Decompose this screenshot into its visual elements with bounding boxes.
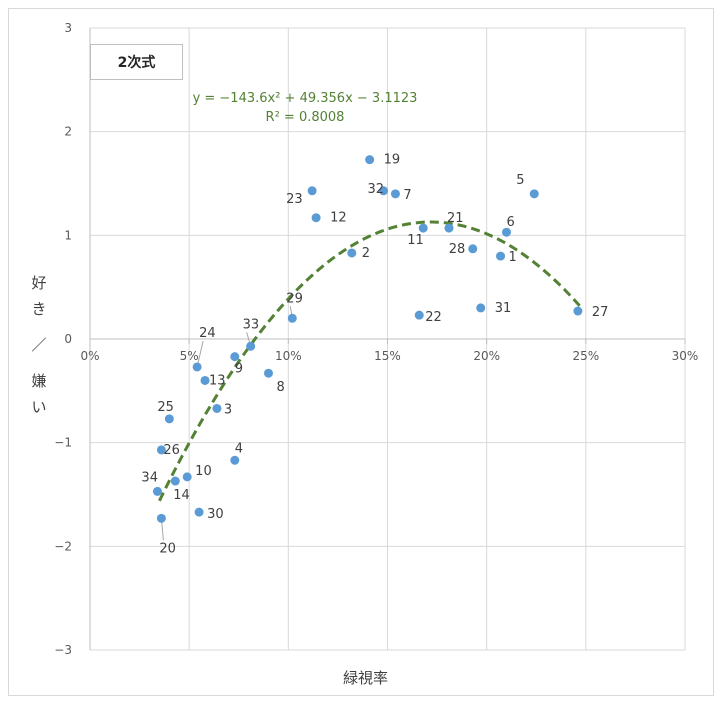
data-point	[156, 513, 166, 523]
data-label: 8	[277, 380, 285, 395]
y-axis-title-char: ／	[31, 336, 47, 354]
x-axis-title: 緑視率	[343, 669, 388, 687]
x-tick-label: 30%	[672, 349, 699, 363]
data-point	[365, 155, 375, 165]
y-tick-label: 1	[64, 228, 72, 242]
data-point	[307, 186, 317, 196]
leader-lines	[160, 306, 293, 541]
data-label: 10	[195, 464, 212, 479]
data-point	[152, 486, 162, 496]
data-label: 26	[163, 443, 180, 458]
data-point	[246, 341, 256, 351]
data-label: 24	[199, 326, 216, 341]
data-label: 25	[157, 400, 174, 415]
data-point	[418, 223, 428, 233]
y-axis-title-char: 嫌	[31, 372, 47, 390]
data-point	[200, 375, 210, 385]
data-label: 5	[516, 173, 524, 188]
data-label: 9	[235, 362, 243, 377]
data-point	[230, 352, 240, 362]
data-point	[230, 455, 240, 465]
data-point	[414, 310, 424, 320]
data-label: 34	[141, 470, 158, 485]
point-labels: 1234567891011121314192021222324252627282…	[141, 153, 608, 557]
model-label-box: 2次式	[90, 44, 183, 80]
data-point	[287, 313, 297, 323]
data-label: 32	[368, 182, 385, 197]
data-label: 30	[207, 507, 224, 522]
data-label: 23	[286, 192, 303, 207]
data-point	[164, 414, 174, 424]
y-axis-title: 好 き ／ 嫌 い	[28, 270, 50, 420]
data-label: 19	[384, 153, 401, 168]
data-point	[156, 445, 166, 455]
data-label: 22	[425, 310, 442, 325]
data-point	[496, 251, 506, 261]
y-axis-title-char: き	[31, 300, 47, 318]
data-label: 7	[403, 188, 411, 203]
y-axis-title-char: 好	[31, 274, 47, 292]
data-point	[182, 472, 192, 482]
data-point	[192, 362, 202, 372]
y-tick-label: −2	[54, 539, 72, 553]
y-tick-label: 3	[64, 21, 72, 35]
data-point	[170, 476, 180, 486]
x-tick-label: 25%	[572, 349, 599, 363]
data-label: 2	[362, 246, 370, 261]
x-tick-label: 20%	[473, 349, 500, 363]
data-point	[379, 186, 389, 196]
data-label: 3	[224, 402, 232, 417]
data-point	[264, 368, 273, 378]
y-axis-title-char: い	[31, 398, 47, 416]
data-point	[390, 189, 400, 199]
data-label: 20	[159, 541, 176, 556]
y-tick-label: 2	[64, 125, 72, 139]
data-point	[311, 213, 321, 223]
axes	[89, 28, 686, 650]
data-point	[444, 223, 454, 233]
data-point	[573, 306, 583, 316]
data-label: 4	[235, 441, 243, 456]
data-points	[152, 155, 583, 523]
x-tick-label: 15%	[374, 349, 401, 363]
data-point	[212, 403, 222, 413]
x-tick-label: 10%	[275, 349, 302, 363]
y-tick-label: −1	[54, 436, 72, 450]
data-point	[347, 248, 357, 258]
data-point	[476, 303, 486, 313]
data-label: 29	[286, 291, 303, 306]
data-label: 27	[592, 305, 609, 320]
data-label: 12	[330, 211, 347, 226]
x-tick-label: 5%	[180, 349, 199, 363]
y-tick-label: −3	[54, 643, 72, 657]
data-point	[468, 244, 478, 254]
data-label: 6	[507, 215, 515, 230]
data-label: 1	[509, 250, 517, 265]
data-label: 33	[243, 317, 260, 332]
data-label: 28	[449, 242, 466, 257]
trendline-equation: y = −143.6x² + 49.356x − 3.1123	[193, 91, 418, 106]
gridlines	[89, 27, 686, 651]
data-point	[529, 189, 539, 199]
trendline-group	[158, 220, 581, 502]
x-tick-label: 0%	[80, 349, 99, 363]
y-tick-label: 0	[64, 332, 72, 346]
data-point	[194, 507, 204, 517]
data-label: 21	[447, 211, 464, 226]
trendline-r-squared: R² = 0.8008	[266, 110, 345, 125]
data-label: 11	[407, 233, 424, 248]
chart-frame	[8, 8, 714, 696]
data-point	[502, 227, 511, 237]
data-label: 13	[209, 373, 226, 388]
trendline	[158, 220, 581, 502]
data-label: 14	[173, 488, 190, 503]
data-label: 31	[495, 301, 512, 316]
